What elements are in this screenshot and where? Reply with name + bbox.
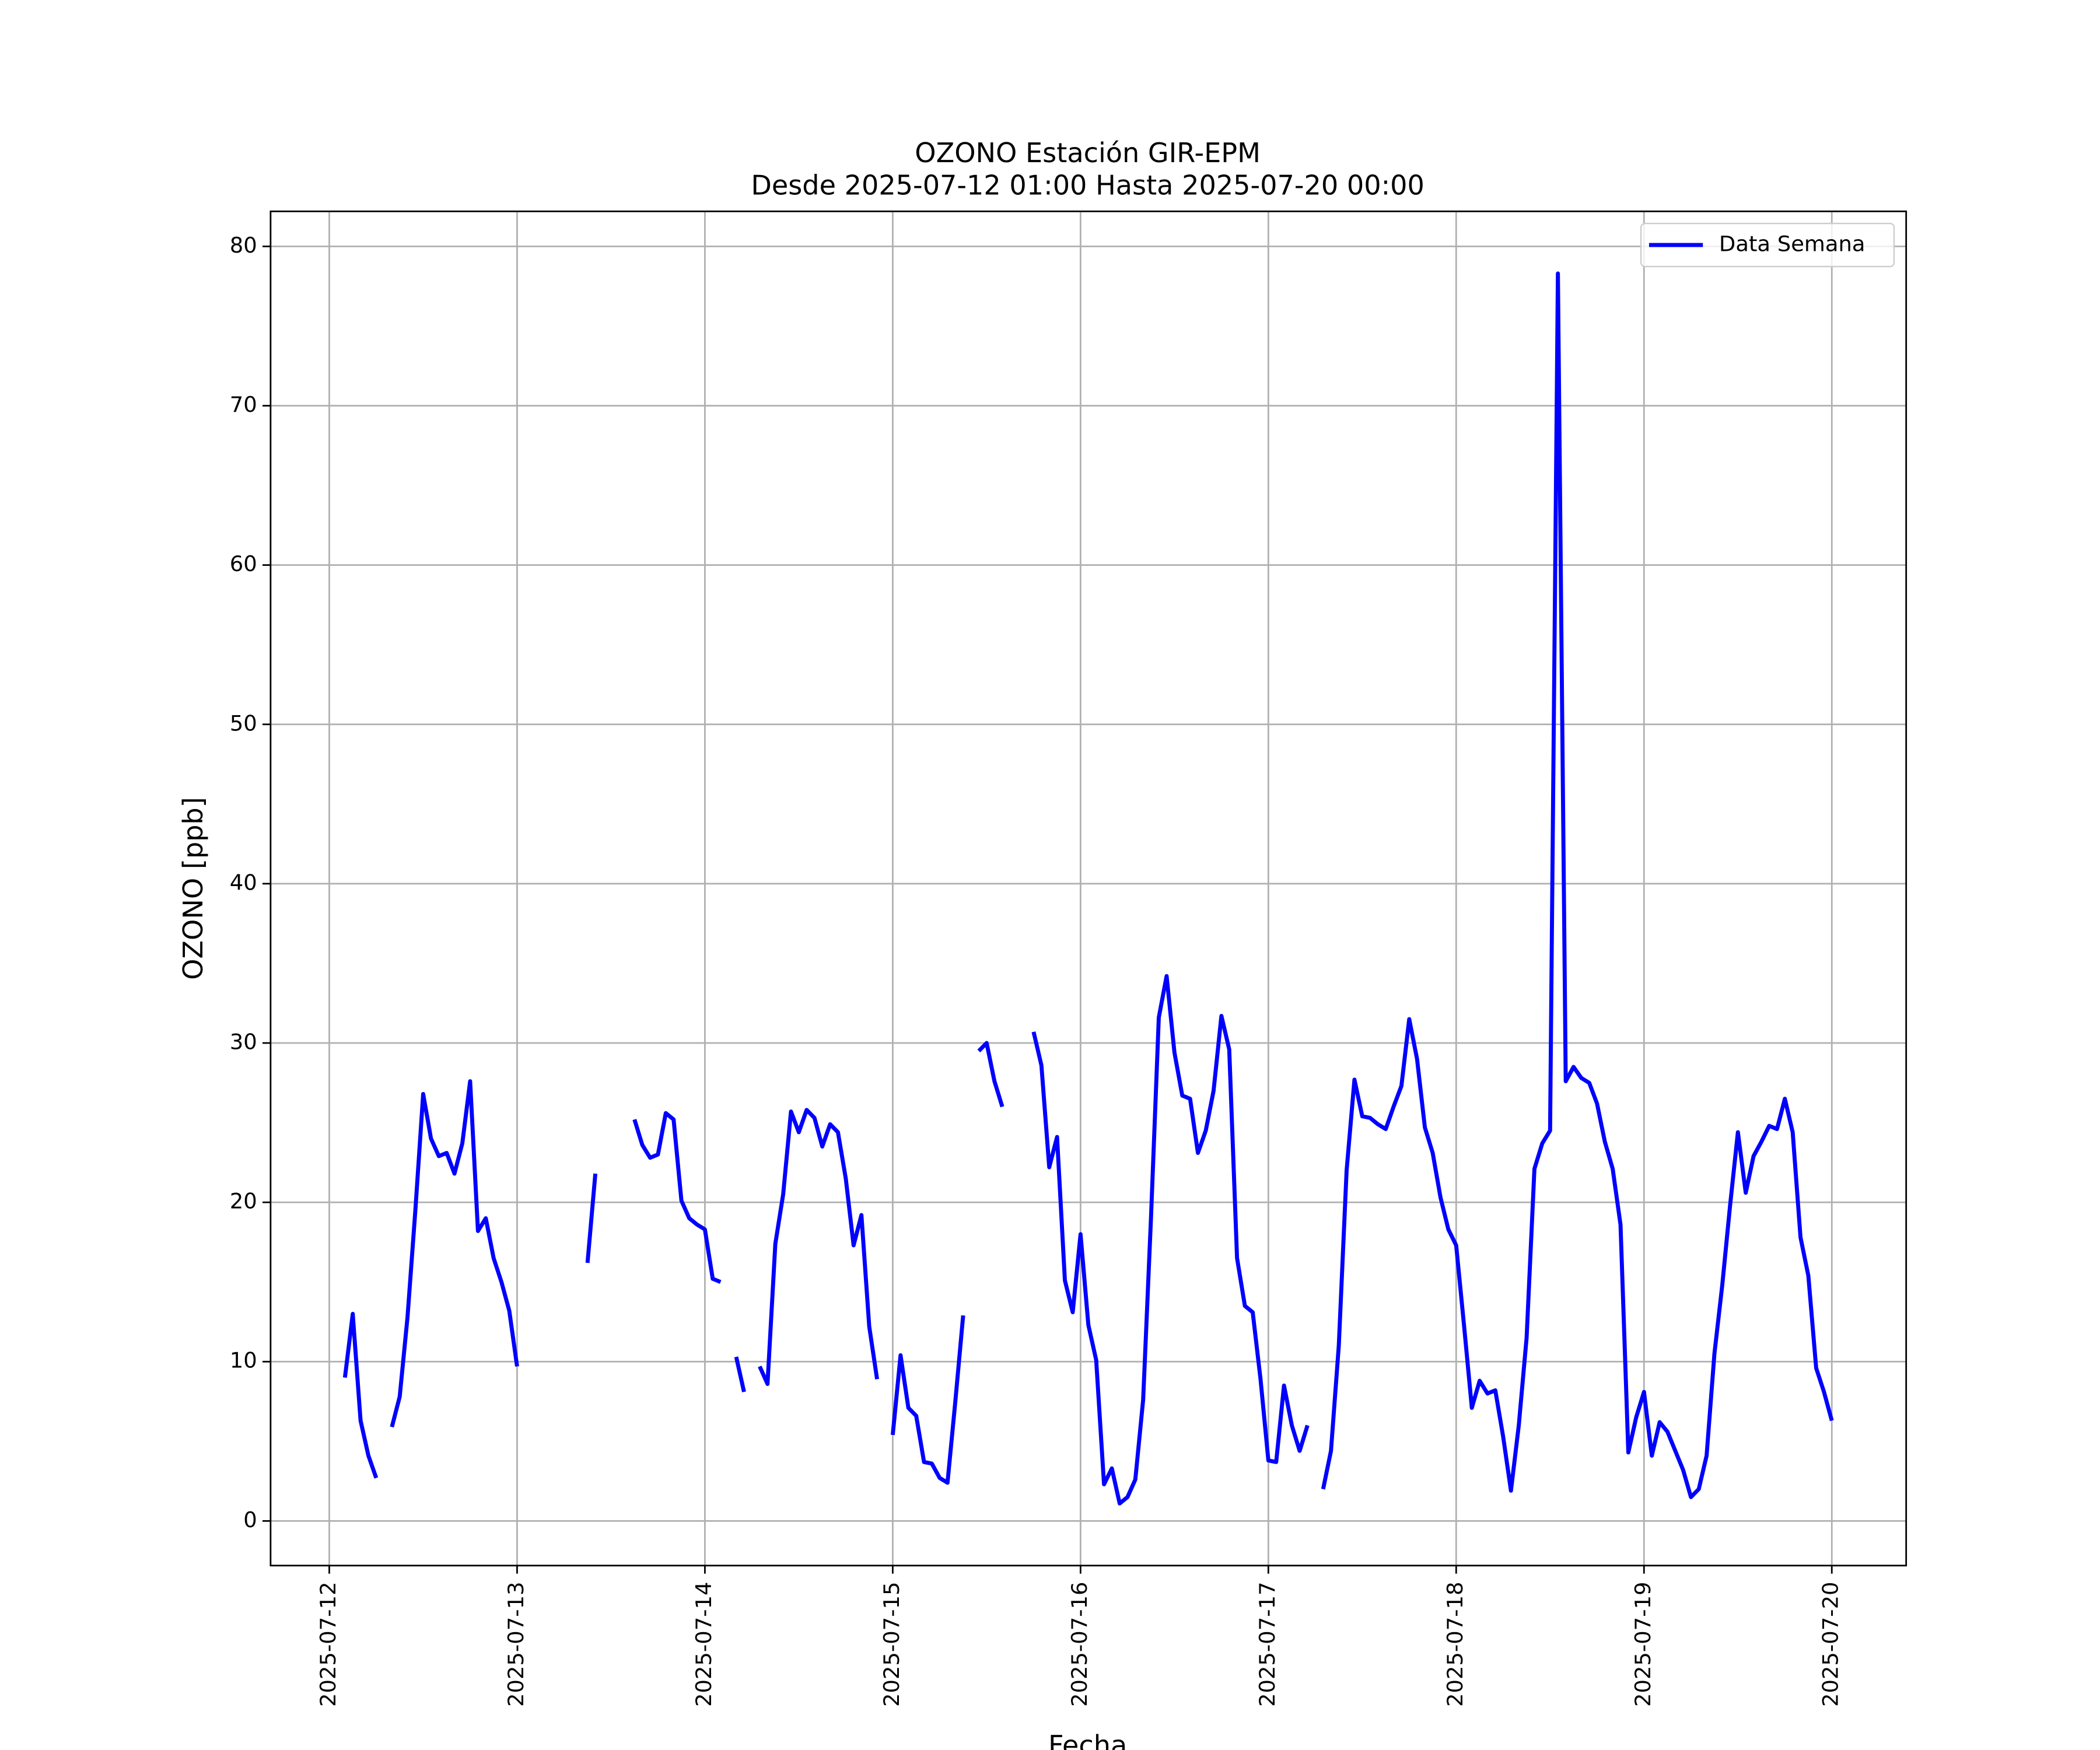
x-tick-label: 2025-07-12 bbox=[316, 1582, 341, 1707]
x-tick-label: 2025-07-19 bbox=[1630, 1582, 1656, 1707]
chart-title: OZONO Estación GIR-EPM bbox=[915, 137, 1261, 169]
y-tick-label: 60 bbox=[230, 551, 257, 576]
x-tick-label: 2025-07-18 bbox=[1443, 1582, 1468, 1707]
legend-label: Data Semana bbox=[1719, 232, 1866, 257]
y-tick-label: 80 bbox=[230, 233, 257, 258]
y-axis-label: OZONO [ppb] bbox=[177, 797, 209, 980]
x-tick-label: 2025-07-16 bbox=[1067, 1582, 1092, 1707]
y-tick-label: 20 bbox=[230, 1189, 257, 1214]
data-line bbox=[342, 271, 1834, 1506]
plot-frame bbox=[270, 210, 1908, 1567]
x-tick-label: 2025-07-13 bbox=[503, 1582, 528, 1707]
y-tick-label: 50 bbox=[230, 710, 257, 736]
y-tick-label: 40 bbox=[230, 870, 257, 895]
y-tick-label: 70 bbox=[230, 392, 257, 417]
y-tick-label: 30 bbox=[230, 1030, 257, 1055]
x-tick-label: 2025-07-15 bbox=[879, 1582, 904, 1707]
x-axis-label: Fecha bbox=[1048, 1730, 1127, 1750]
x-tick-label: 2025-07-14 bbox=[691, 1582, 716, 1707]
chart-subtitle: Desde 2025-07-12 01:00 Hasta 2025-07-20 … bbox=[751, 169, 1424, 201]
x-tick-label: 2025-07-17 bbox=[1255, 1582, 1280, 1707]
y-tick-label: 10 bbox=[230, 1348, 257, 1373]
x-tick-label: 2025-07-20 bbox=[1818, 1582, 1843, 1707]
y-tick-label: 0 bbox=[243, 1507, 257, 1532]
legend-box bbox=[1640, 222, 1895, 268]
